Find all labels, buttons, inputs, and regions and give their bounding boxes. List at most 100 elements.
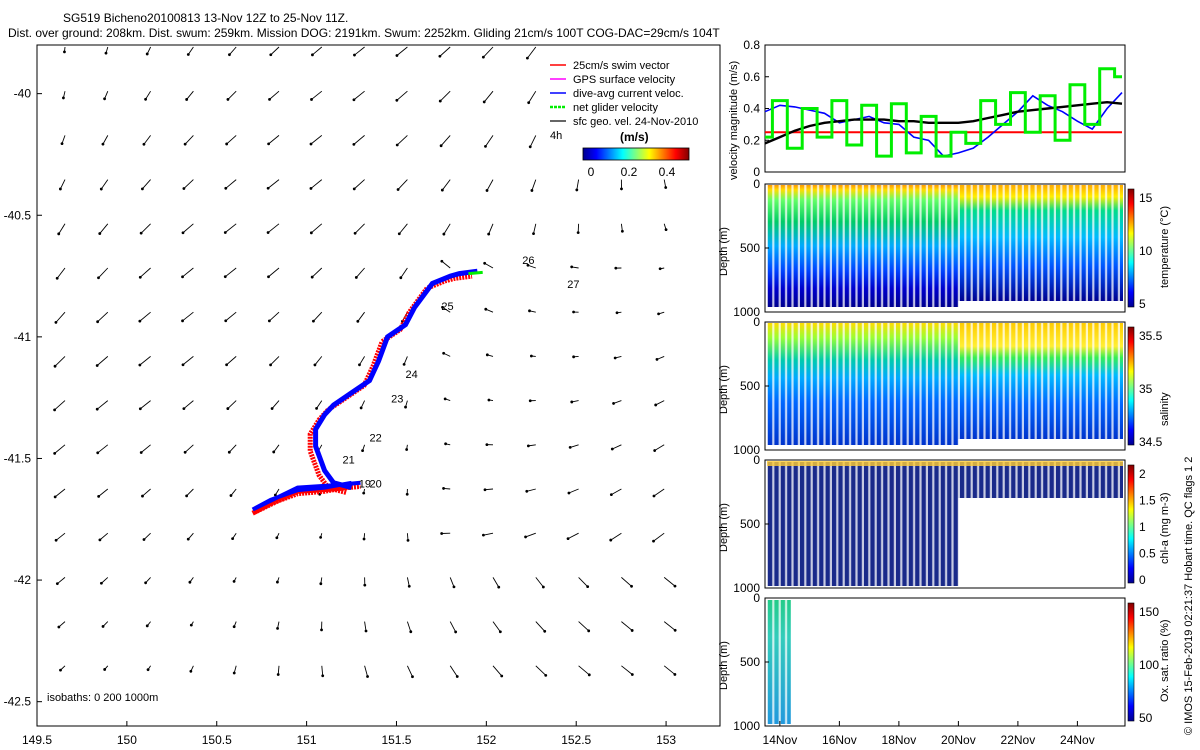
temperature-ytick-label: 500 [740,241,760,255]
geo-velocity-arrowhead [228,53,231,57]
geo-velocity-arrowhead [361,449,364,453]
salinity-colorbar [1127,326,1135,446]
geo-velocity-arrow [492,665,503,677]
geo-velocity-arrowhead [63,50,66,54]
geo-velocity-arrow [441,179,451,191]
geo-velocity-arrowhead [309,231,313,235]
geo-velocity-arrowhead [655,357,659,361]
dive-avg-current-hook [251,480,361,512]
geo-velocity-arrowhead [97,276,100,280]
chlorophyll-clabel: chl-a (mg m-3) [1159,492,1171,564]
geo-velocity-arrowhead [664,186,668,189]
geo-velocity-arrowhead [442,487,445,490]
map-xtick-label: 149.5 [22,733,52,747]
geo-velocity-arrow [527,46,537,59]
geo-velocity-arrowhead [586,585,590,589]
day-label: 25 [441,301,453,313]
geo-velocity-arrow [570,444,579,448]
oxygen-ytick-label: 500 [740,655,760,669]
colorbar-title: (m/s) [620,130,649,144]
geo-velocity-arrow [610,532,622,541]
map-ytick-label: -40.5 [4,208,32,222]
map-y-ticks: -40 -40.5 -41 -41.5 -42 -42.5 [4,87,42,709]
geo-velocity-arrowhead [53,364,57,368]
geo-velocity-arrow [142,488,151,497]
oxygen-ctick-label: 50 [1139,711,1153,725]
geo-velocity-arrowhead [353,231,357,235]
map-xtick-label: 152.5 [561,733,591,747]
oxygen-ytick-label: 0 [753,591,760,605]
geo-velocity-arrowhead [142,142,146,146]
geo-velocity-arrowhead [500,674,504,678]
geo-velocity-arrowhead [567,491,571,495]
chlorophyll-ylabel: Depth (m) [718,503,730,552]
velocity-ytick-label: 0.8 [743,38,760,52]
geo-velocity-arrow [59,179,66,190]
chlorophyll-ytick-label: 1000 [733,581,760,595]
geo-velocity-arrow [97,311,109,323]
geo-velocity-arrowhead [406,538,410,542]
geo-velocity-arrow [440,135,451,147]
geo-velocity-arrowhead [186,537,190,541]
geo-velocity-arrowhead [658,267,662,271]
map-xtick-label: 153 [656,733,676,747]
geo-velocity-arrowhead [362,491,366,495]
geo-velocity-arrow [359,356,365,366]
geo-velocity-arrowhead [484,144,487,148]
geo-velocity-arrow [311,223,323,234]
geo-velocity-arrowhead [612,402,615,405]
geo-velocity-arrowhead [444,442,448,446]
geo-velocity-arrowhead [609,493,613,497]
geo-velocity-arrowhead [267,275,270,279]
geo-velocity-arrowhead [353,53,356,57]
geo-velocity-arrowhead [566,537,570,541]
geo-velocity-arrowhead [141,187,144,191]
geo-velocity-arrowhead [103,97,106,101]
map-colorbar [582,147,690,161]
geo-velocity-arrowhead [485,189,489,192]
geo-velocity-arrowhead [312,319,315,323]
geo-velocity-arrow [227,400,237,409]
geo-velocity-arrowhead [359,406,363,410]
day-label: 22 [370,432,382,444]
map-ytick-label: -41 [14,330,32,344]
geo-velocity-arrowhead [409,630,413,634]
geo-velocity-arrowhead [227,450,231,454]
oxygen-ytick-label: 1000 [733,719,760,733]
geo-velocity-arrow [578,665,590,676]
geo-velocity-arrow [529,135,537,147]
geo-velocity-arrow [54,356,66,367]
geo-velocity-arrow [443,223,451,235]
geo-velocity-arrowhead [395,143,399,147]
geo-velocity-arrowhead [543,629,547,633]
geo-velocity-arrowhead [614,266,618,270]
geo-velocity-arrow [439,90,451,102]
geo-velocity-arrowhead [99,187,103,191]
geo-velocity-arrow [525,532,536,538]
geo-velocity-arrow [98,488,109,497]
geo-velocity-arrow [492,621,501,632]
geo-velocity-arrowhead [352,187,356,191]
temperature-ctick-label: 5 [1139,297,1146,311]
geo-velocity-arrow [449,665,458,677]
geo-velocity-arrow [578,577,588,587]
chlorophyll-surface-max [767,461,1123,466]
geo-velocity-arrow [96,400,109,410]
geo-velocity-arrowhead [529,354,533,358]
geo-velocity-arrow [57,577,66,585]
geo-velocity-arrowhead [225,142,229,146]
legend-gps: GPS surface velocity [573,74,676,86]
geo-velocity-arrowhead [526,56,529,60]
geo-velocity-arrow [269,311,280,322]
geo-velocity-arrow [357,311,365,322]
geo-velocity-arrow [663,621,676,631]
geo-velocity-arrow [187,46,194,55]
geo-velocity-arrowhead [455,675,459,678]
geo-velocity-arrowhead [183,450,187,454]
geo-velocity-arrowhead [57,232,61,236]
geo-velocity-arrow [143,532,151,540]
geo-velocity-arrowhead [145,52,149,56]
geo-velocity-arrowhead [615,311,619,315]
